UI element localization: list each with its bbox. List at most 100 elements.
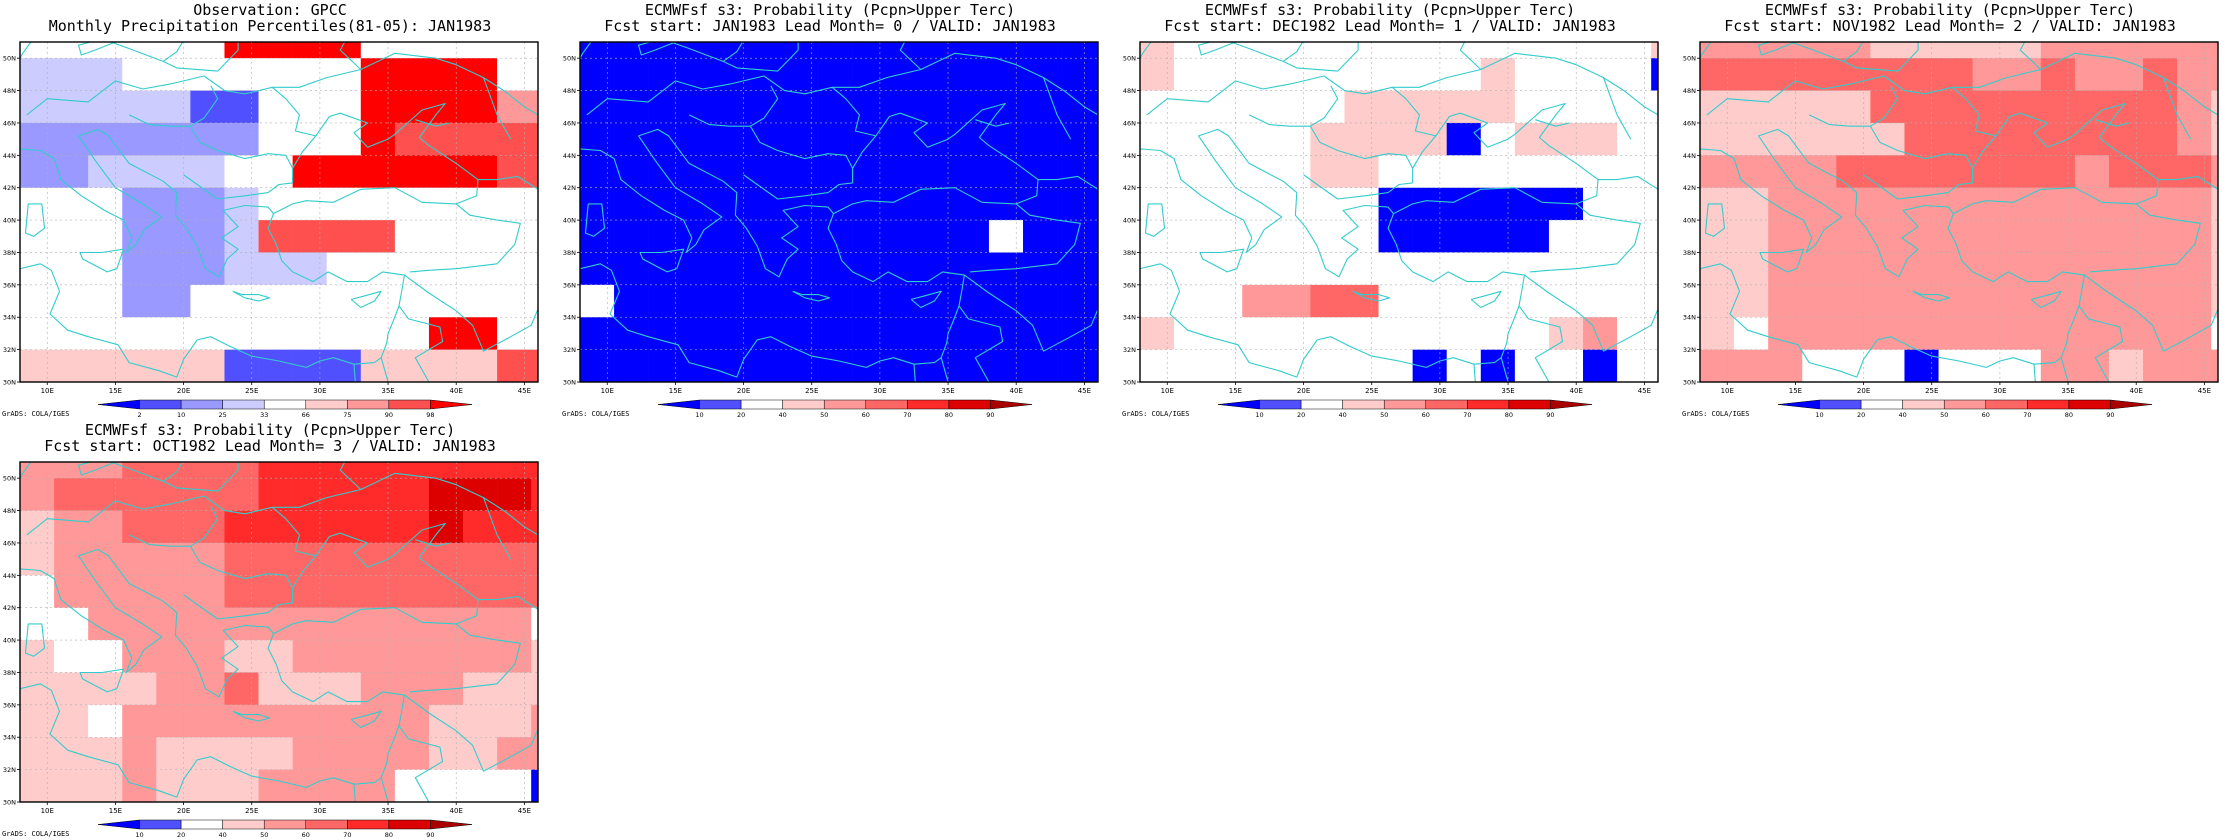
lat-tick-label: 36N bbox=[563, 281, 576, 289]
grid-cell bbox=[531, 575, 538, 609]
grid-cell bbox=[1208, 90, 1243, 124]
grid-cell bbox=[292, 187, 328, 221]
grid-cell bbox=[1700, 349, 1735, 382]
grid-cell bbox=[224, 252, 259, 286]
grid-cell bbox=[156, 42, 191, 59]
grid-cell bbox=[54, 478, 89, 511]
grads-credit: GrADS: COLA/IGES bbox=[562, 410, 630, 418]
grid-cell bbox=[1091, 220, 1098, 253]
grid-cell bbox=[463, 575, 498, 609]
color-bar: 10 20 40 50 60 70 80 90 bbox=[97, 819, 473, 839]
lat-tick-label: 46N bbox=[1123, 119, 1136, 127]
grid-cell bbox=[1140, 317, 1175, 350]
grid-cell bbox=[1700, 317, 1735, 350]
lat-tick-label: 48N bbox=[563, 87, 576, 95]
grid-cell bbox=[531, 672, 538, 706]
grid-cell bbox=[1310, 58, 1345, 91]
grid-cell bbox=[920, 90, 956, 124]
lon-tick-label: 10E bbox=[1161, 387, 1174, 395]
grid-cell bbox=[1583, 90, 1618, 124]
grid-cell bbox=[614, 252, 649, 286]
grid-cell bbox=[88, 510, 123, 544]
color-bar-label: 80 bbox=[385, 831, 393, 839]
lat-tick-label: 48N bbox=[1123, 87, 1136, 95]
grads-credit: GrADS: COLA/IGES bbox=[2, 830, 70, 838]
grid-cell bbox=[1938, 349, 1973, 382]
lat-tick-label: 48N bbox=[1683, 87, 1696, 95]
grid-cell bbox=[2074, 58, 2110, 91]
grid-cell bbox=[156, 284, 191, 318]
grid-cell bbox=[1836, 187, 1871, 221]
grid-cell bbox=[88, 58, 123, 91]
color-bar-swatch bbox=[740, 399, 783, 410]
grid-cell bbox=[1091, 252, 1098, 286]
grid-cell bbox=[360, 349, 396, 382]
lon-tick-label: 30E bbox=[1433, 387, 1446, 395]
grid-cell bbox=[224, 575, 259, 609]
grid-cell bbox=[1140, 155, 1175, 189]
grid-cell bbox=[1480, 220, 1516, 253]
grid-cell bbox=[886, 58, 922, 91]
grid-cell bbox=[394, 317, 430, 350]
grid-cell bbox=[2108, 42, 2144, 59]
color-bar-label: 90 bbox=[986, 411, 994, 419]
grid-cell bbox=[2143, 317, 2178, 350]
grid-cell bbox=[1091, 187, 1098, 221]
grid-cell bbox=[20, 155, 55, 189]
grid-cell bbox=[156, 317, 191, 350]
grid-cell bbox=[2143, 90, 2178, 124]
color-bar-swatch bbox=[823, 399, 867, 410]
grid-cell bbox=[1208, 220, 1243, 253]
grid-cell bbox=[2211, 220, 2218, 253]
color-bar-label: 40 bbox=[1339, 411, 1347, 419]
lat-tick-label: 46N bbox=[563, 119, 576, 127]
grid-cell bbox=[1617, 90, 1652, 124]
grid-cell bbox=[818, 349, 853, 382]
grid-cell bbox=[1972, 284, 2008, 318]
grid-cell bbox=[1768, 252, 1803, 286]
grid-cell bbox=[190, 672, 225, 706]
color-bar-label: 10 bbox=[1815, 411, 1823, 419]
grid-cell bbox=[784, 155, 819, 189]
grid-cell bbox=[1344, 90, 1379, 124]
lon-tick-label: 40E bbox=[2130, 387, 2143, 395]
lon-tick-label: 35E bbox=[2061, 387, 2074, 395]
grid-cell bbox=[2211, 122, 2218, 156]
grid-cell bbox=[463, 769, 498, 802]
grid-cell bbox=[1412, 155, 1448, 189]
grid-cell bbox=[2006, 187, 2042, 221]
grid-cell bbox=[750, 317, 785, 350]
grid-cell bbox=[428, 187, 464, 221]
grid-cell bbox=[920, 42, 956, 59]
color-bar-label: 60 bbox=[302, 831, 310, 839]
grid-cell bbox=[920, 317, 956, 350]
grid-cell bbox=[2177, 90, 2212, 124]
grid-cell bbox=[852, 187, 888, 221]
grid-cell bbox=[122, 510, 157, 544]
lon-tick-label: 35E bbox=[941, 387, 954, 395]
lat-tick-label: 40N bbox=[3, 637, 16, 645]
grid-cell bbox=[258, 672, 293, 706]
grid-cell bbox=[2211, 187, 2218, 221]
grid-cell bbox=[1583, 349, 1618, 382]
grid-cell bbox=[497, 220, 532, 253]
grid-cell bbox=[2006, 58, 2042, 91]
lat-tick-label: 30N bbox=[1123, 379, 1136, 387]
color-bar-swatch bbox=[2110, 399, 2153, 410]
grid-cell bbox=[394, 575, 430, 609]
grid-cell bbox=[954, 317, 990, 350]
grid-cell bbox=[258, 510, 293, 544]
color-bar-swatch bbox=[1467, 399, 1510, 410]
grid-cell bbox=[716, 122, 751, 156]
grid-cell bbox=[1412, 187, 1448, 221]
grid-cell bbox=[648, 122, 683, 156]
grid-cell bbox=[1310, 349, 1345, 382]
graticule bbox=[20, 42, 538, 382]
grid-cell bbox=[682, 90, 717, 124]
grid-cell bbox=[531, 90, 538, 124]
grid-cell bbox=[614, 284, 649, 318]
grid-cell bbox=[1276, 122, 1311, 156]
color-bar-label: 80 bbox=[945, 411, 953, 419]
color-bar-swatch bbox=[1860, 399, 1903, 410]
grid-cell bbox=[2177, 284, 2212, 318]
